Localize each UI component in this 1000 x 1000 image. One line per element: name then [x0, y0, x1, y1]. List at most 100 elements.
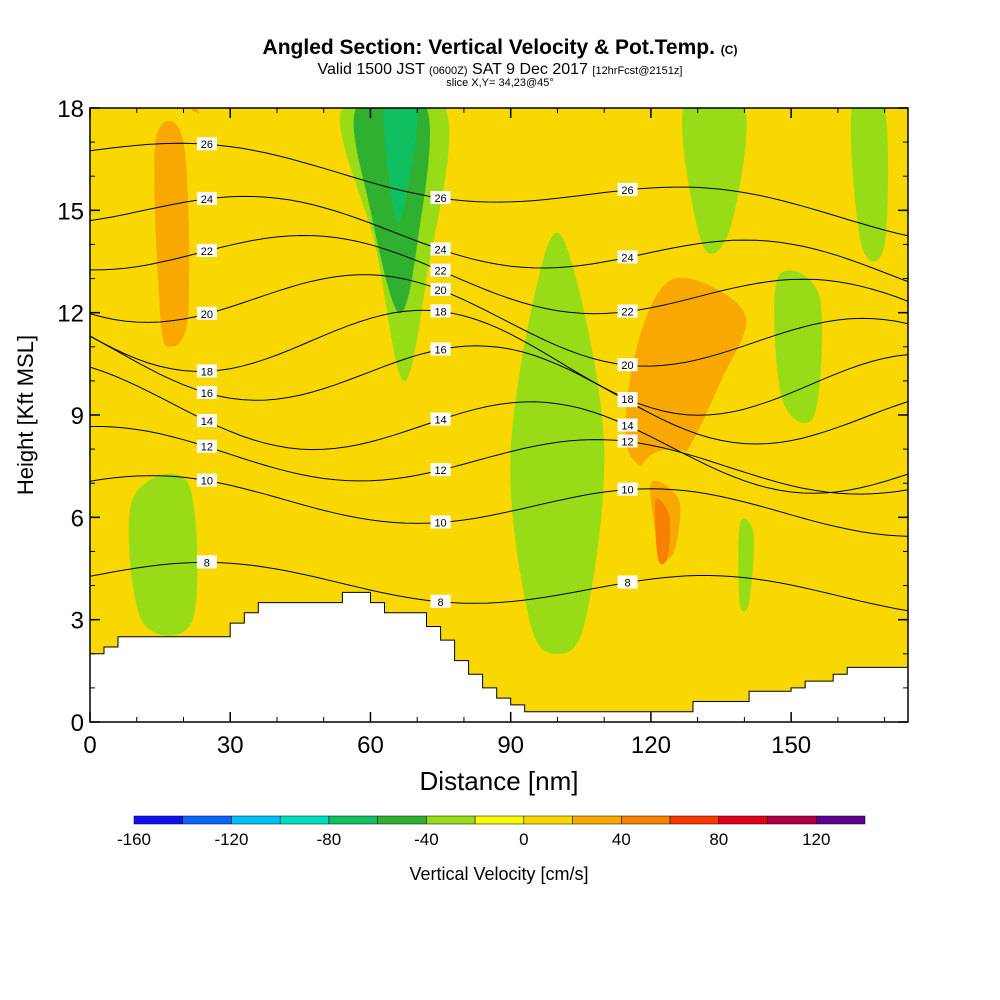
contour-label: 20 [201, 309, 213, 321]
contour-label: 16 [434, 344, 446, 356]
contour-label-bg [617, 392, 638, 406]
contour-label: 8 [204, 557, 210, 569]
x-tick-label: 150 [771, 732, 811, 759]
x-tick-label: 30 [217, 732, 244, 759]
contour-label: 26 [621, 185, 633, 197]
pot-temp-contour [90, 426, 908, 495]
contour-label: 18 [201, 366, 213, 378]
pot-temp-contour [90, 475, 908, 537]
colorbar-swatch [426, 815, 476, 825]
contour-label: 22 [621, 307, 633, 319]
contour-label-bg [196, 414, 217, 428]
contour-label-bg [617, 575, 638, 589]
title-unit: (C) [720, 43, 738, 57]
colorbar-tick-label: 80 [709, 830, 728, 849]
pot-temp-contour [90, 561, 908, 612]
y-tick-label: 12 [57, 301, 84, 328]
contour-label: 20 [434, 285, 446, 297]
contour-label-bg [617, 434, 638, 448]
contour-label-bg [196, 439, 217, 453]
chart-subtitle: Valid 1500 JST (0600Z) SAT 9 Dec 2017 [1… [0, 61, 1000, 79]
velocity-region [360, 459, 430, 646]
y-tick-label: 0 [71, 710, 84, 737]
colorbar-swatch [182, 815, 232, 825]
contour-label-bg [617, 304, 638, 318]
colorbar-swatch [669, 815, 720, 825]
contour-label: 18 [434, 306, 446, 318]
contour-label-bg [617, 418, 638, 432]
terrain [90, 591, 908, 722]
contour-label-bg [430, 242, 451, 256]
contour-label: 8 [624, 578, 630, 590]
contour-label-bg [430, 342, 451, 356]
contour-label-bg [196, 191, 217, 205]
colorbar: -160 -120 -80 -40 0 40 80 120 [117, 815, 866, 849]
pot-temp-contour-layer: 8881010101212121414141616161818182020202… [90, 137, 908, 612]
contour-label-bg [617, 482, 638, 496]
contour-label: 14 [201, 416, 213, 428]
slice-info: slice X,Y= 34,23@45° [446, 77, 554, 89]
contour-label: 12 [621, 436, 633, 448]
colorbar-label: Vertical Velocity [cm/s] [409, 864, 588, 884]
y-tick-label: 18 [57, 96, 84, 123]
x-axis-label: Distance [nm] [420, 766, 579, 796]
pot-temp-contour [90, 234, 908, 315]
contour-label: 24 [434, 244, 446, 256]
contour-label: 10 [201, 476, 213, 488]
contour-label-bg [430, 463, 451, 477]
contour-label-bg [196, 364, 217, 378]
y-tick-label: 3 [71, 608, 84, 635]
contour-label-bg [430, 282, 451, 296]
velocity-region [738, 518, 755, 612]
velocity-region [383, 108, 418, 224]
velocity-fill-layer [90, 108, 908, 722]
contour-label-bg [430, 412, 451, 426]
contour-label: 10 [434, 517, 446, 529]
colorbar-swatch [328, 815, 378, 825]
contour-label-bg [617, 358, 638, 372]
contour-label-bg [196, 555, 217, 569]
colorbar-swatch [474, 815, 525, 825]
contour-label-bg [430, 594, 451, 608]
x-tick-label: 120 [631, 732, 671, 759]
contour-label: 24 [201, 194, 213, 206]
x-tick-label: 60 [357, 732, 384, 759]
colorbar-tick-label: -160 [117, 830, 151, 849]
colorbar-swatch [767, 815, 817, 825]
pot-temp-contour [90, 274, 908, 367]
colorbar-tick-label: 40 [612, 830, 631, 849]
y-tick-label: 15 [57, 198, 84, 225]
pot-temp-contour [90, 142, 908, 237]
contour-label-bg [196, 385, 217, 399]
colorbar-swatch [816, 815, 866, 825]
pot-temp-contour [90, 309, 908, 416]
y-tick-label: 9 [71, 403, 84, 430]
colorbar-tick-label: -40 [414, 830, 439, 849]
colorbar-swatch [523, 815, 573, 825]
colorbar-swatch [377, 815, 427, 825]
contour-label-bg [430, 515, 451, 529]
contour-label-bg [196, 306, 217, 320]
y-axis-label: Height [Kft MSL] [13, 335, 38, 495]
colorbar-tick-label: 120 [802, 830, 830, 849]
colorbar-swatch [718, 815, 768, 825]
colorbar-swatch [133, 815, 183, 825]
valid-time: Valid 1500 JST [317, 61, 425, 78]
axes-layer: 0 30 60 90 120 150 0 3 6 9 12 15 18 [57, 96, 908, 759]
velocity-region [128, 473, 198, 636]
contour-label: 10 [621, 485, 633, 497]
velocity-region [510, 232, 605, 654]
pot-temp-contour [90, 335, 908, 445]
colorbar-tick-label: -80 [317, 830, 342, 849]
colorbar-swatch [231, 815, 281, 825]
contour-label-bg [617, 250, 638, 264]
y-tick-label: 6 [71, 505, 84, 532]
contour-label: 18 [621, 394, 633, 406]
contour-label: 12 [434, 465, 446, 477]
title-main: Angled Section: Vertical Velocity & Pot.… [262, 36, 715, 59]
contour-label: 14 [434, 415, 446, 427]
colorbar-swatch [572, 815, 622, 825]
contour-label: 20 [621, 360, 633, 372]
colorbar-tick-label: 0 [519, 830, 528, 849]
